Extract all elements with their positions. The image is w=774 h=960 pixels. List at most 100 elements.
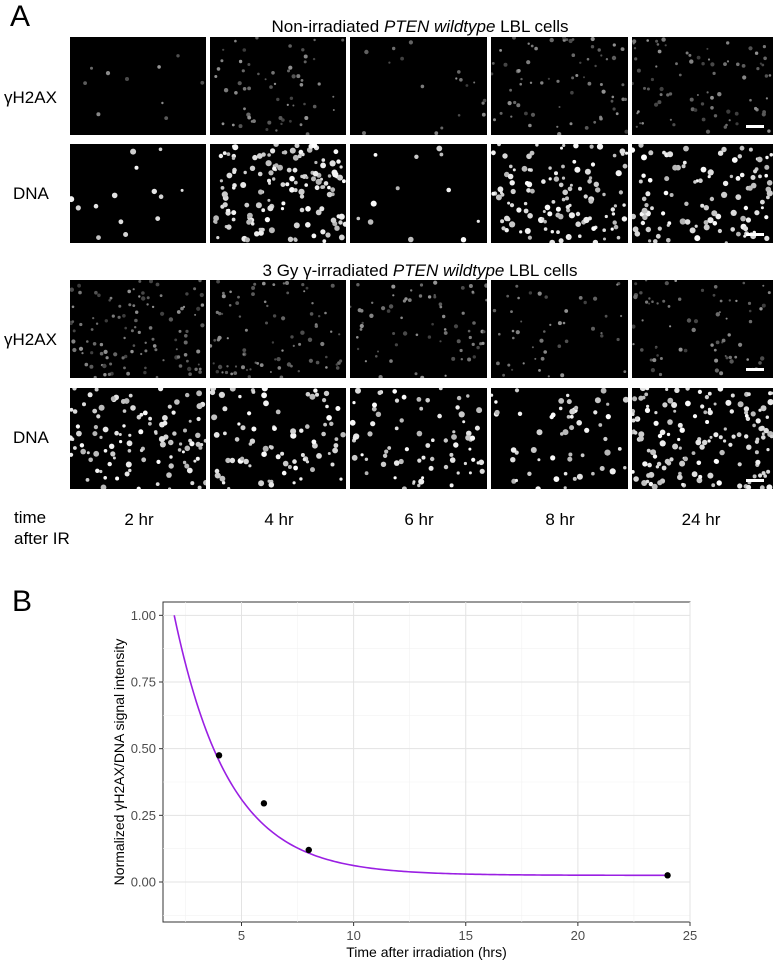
cell-nucleus xyxy=(509,221,516,228)
cell-nucleus xyxy=(234,91,238,95)
cell-nucleus xyxy=(350,305,352,308)
data-point xyxy=(305,846,312,854)
cell-nucleus xyxy=(416,430,423,437)
cell-nucleus xyxy=(392,332,396,335)
cell-nucleus xyxy=(691,451,696,455)
cell-nucleus xyxy=(593,181,599,187)
cell-nucleus xyxy=(82,402,86,407)
cell-nucleus xyxy=(667,305,671,308)
y-tick-label: 0.75 xyxy=(131,675,156,690)
cell-nucleus xyxy=(507,363,511,367)
cell-nucleus xyxy=(243,458,249,465)
cell-nucleus xyxy=(135,310,139,314)
cell-nucleus xyxy=(492,308,497,313)
cell-nucleus xyxy=(684,201,689,206)
plot-panel xyxy=(162,601,691,923)
cell-nucleus xyxy=(125,461,132,468)
cell-nucleus xyxy=(254,361,257,364)
cell-nucleus xyxy=(370,421,376,427)
cell-nucleus xyxy=(96,414,101,419)
cell-nucleus xyxy=(514,478,518,483)
cell-nucleus xyxy=(176,310,181,314)
cell-nucleus xyxy=(276,357,281,362)
cell-nucleus xyxy=(510,457,516,463)
cell-nucleus xyxy=(281,151,285,155)
cell-nucleus xyxy=(467,329,471,333)
cell-nucleus xyxy=(99,469,103,474)
cell-dots xyxy=(213,144,346,243)
cell-nucleus xyxy=(520,77,523,81)
cell-nucleus xyxy=(572,159,577,164)
cell-nucleus xyxy=(421,455,426,460)
cell-nucleus xyxy=(88,457,93,463)
cell-nucleus xyxy=(287,69,290,73)
cell-nucleus xyxy=(304,183,308,187)
cell-nucleus xyxy=(159,294,163,297)
cell-nucleus xyxy=(632,81,634,86)
cell-nucleus xyxy=(509,180,515,186)
cell-nucleus xyxy=(220,59,224,63)
cell-nucleus xyxy=(530,112,536,117)
cell-nucleus xyxy=(550,230,554,234)
cell-nucleus xyxy=(162,415,168,421)
cell-nucleus xyxy=(90,328,94,331)
cell-nucleus xyxy=(767,399,773,406)
cell-nucleus xyxy=(235,301,240,305)
cell-nucleus xyxy=(401,486,407,489)
cell-nucleus xyxy=(86,340,89,343)
cell-nucleus xyxy=(323,181,329,186)
cell-nucleus xyxy=(212,362,215,365)
cell-nucleus xyxy=(730,209,737,216)
cell-nucleus xyxy=(221,481,226,485)
points-layer xyxy=(215,752,671,879)
cell-nucleus xyxy=(491,150,496,156)
cell-nucleus xyxy=(696,94,699,96)
cell-nucleus xyxy=(583,216,590,224)
cell-nucleus xyxy=(241,365,245,370)
cell-nucleus xyxy=(299,194,305,199)
cell-nucleus xyxy=(648,481,654,487)
cell-nucleus xyxy=(604,214,608,219)
cell-nucleus xyxy=(583,300,587,305)
cell-nucleus xyxy=(251,426,257,432)
cell-nucleus xyxy=(578,296,583,300)
cell-nucleus xyxy=(562,321,566,325)
cell-nucleus xyxy=(248,442,253,446)
cell-nucleus xyxy=(466,430,472,437)
cell-nucleus xyxy=(110,396,116,402)
cell-nucleus xyxy=(305,176,309,180)
cell-nucleus xyxy=(436,145,443,152)
cell-nucleus xyxy=(391,284,396,289)
cell-nucleus xyxy=(217,335,222,340)
cell-nucleus xyxy=(556,230,560,234)
cell-nucleus xyxy=(327,452,331,455)
cell-nucleus xyxy=(562,144,566,147)
cell-nucleus xyxy=(314,160,318,165)
cell-nucleus xyxy=(418,294,423,298)
cell-nucleus xyxy=(697,389,702,394)
cell-nucleus xyxy=(656,302,659,305)
cell-nucleus xyxy=(760,405,767,412)
cell-nucleus xyxy=(638,431,645,438)
data-point xyxy=(215,752,223,759)
cell-nucleus xyxy=(686,318,692,323)
cell-nucleus xyxy=(402,331,408,336)
cell-nucleus xyxy=(332,171,339,178)
cell-nucleus xyxy=(719,449,725,456)
cell-nucleus xyxy=(274,358,277,361)
cell-nucleus xyxy=(761,432,765,436)
cell-nucleus xyxy=(311,144,318,149)
cell-nucleus xyxy=(293,222,300,229)
cell-nucleus xyxy=(276,97,280,102)
cell-nucleus xyxy=(615,170,622,177)
cell-nucleus xyxy=(231,156,236,160)
cell-nucleus xyxy=(456,471,460,475)
cell-nucleus xyxy=(634,231,641,237)
cell-nucleus xyxy=(274,163,279,168)
cell-nucleus xyxy=(108,299,111,302)
cell-nucleus xyxy=(623,466,627,470)
cell-nucleus xyxy=(671,402,678,408)
cell-nucleus xyxy=(655,233,661,239)
cell-nucleus xyxy=(530,188,535,194)
cell-nucleus xyxy=(655,65,658,68)
